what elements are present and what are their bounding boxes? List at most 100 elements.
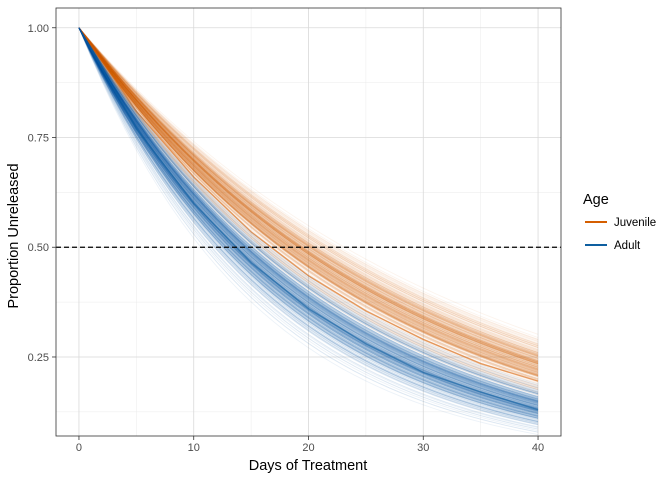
curve-juvenile (78, 27, 539, 380)
curve-juvenile (78, 27, 539, 356)
curve-juvenile (78, 27, 539, 367)
curve-adult (78, 27, 539, 402)
curve-juvenile (78, 27, 539, 367)
curve-adult (78, 27, 539, 408)
legend: Age Juvenile Adult (583, 192, 656, 252)
curve-adult (78, 27, 539, 391)
curve-juvenile (78, 27, 539, 360)
curve-juvenile (78, 27, 539, 341)
curve-juvenile (78, 27, 539, 374)
curve-juvenile (78, 27, 539, 380)
curve-adult (78, 27, 539, 408)
curve-juvenile (78, 27, 539, 359)
curve-juvenile (78, 27, 539, 391)
curve-adult (78, 27, 539, 403)
curve-juvenile (78, 27, 539, 371)
curve-adult (78, 27, 539, 419)
curve-juvenile (78, 27, 539, 368)
curve-adult (78, 27, 539, 398)
curve-adult (78, 27, 539, 405)
curve-adult (78, 27, 539, 406)
curve-adult (78, 27, 539, 408)
curve-juvenile (78, 27, 539, 371)
curve-juvenile (78, 27, 539, 346)
curve-adult (78, 27, 539, 401)
curve-juvenile (78, 27, 539, 372)
curve-adult (78, 27, 539, 400)
curve-adult (78, 27, 539, 387)
axis-ticks: 0 10 20 30 40 0.25 0.50 0.75 1.00 (28, 23, 545, 454)
curve-juvenile (78, 27, 539, 376)
curve-juvenile (78, 27, 539, 364)
curve-adult (78, 27, 539, 405)
curve-adult (78, 27, 539, 412)
curve-adult (78, 27, 539, 423)
curve-juvenile (78, 27, 539, 381)
curve-juvenile (78, 27, 539, 381)
x-tick-label: 30 (417, 442, 429, 454)
curve-juvenile (78, 27, 539, 373)
curve-juvenile (78, 27, 539, 344)
curve-adult (78, 27, 539, 418)
curve-juvenile (78, 27, 539, 364)
legend-label-juvenile: Juvenile (614, 217, 656, 229)
curve-adult (78, 27, 539, 412)
curve-adult (78, 27, 539, 403)
curve-juvenile (78, 27, 539, 351)
curve-juvenile (78, 27, 539, 363)
curve-juvenile (78, 27, 539, 378)
curve-adult (78, 27, 539, 420)
curve-adult (78, 27, 539, 417)
curve-adult (78, 27, 539, 403)
curve-adult (78, 27, 539, 433)
curve-juvenile (78, 27, 539, 364)
curve-juvenile (78, 27, 539, 370)
curve-adult (78, 27, 539, 420)
curve-juvenile (78, 27, 539, 357)
curve-juvenile (78, 27, 539, 372)
curve-adult (78, 27, 539, 417)
curve-juvenile (78, 27, 539, 376)
curve-juvenile (78, 27, 539, 368)
y-tick-label: 1.00 (28, 23, 49, 35)
curve-adult (78, 27, 539, 412)
curve-adult (78, 27, 539, 405)
curve-juvenile (78, 27, 539, 353)
curve-adult (78, 27, 539, 418)
curve-adult (78, 27, 539, 395)
curve-juvenile (78, 27, 539, 368)
curve-adult (78, 27, 539, 435)
curve-juvenile (78, 27, 539, 350)
curve-juvenile (78, 27, 539, 353)
curve-juvenile (78, 27, 539, 352)
curve-adult (78, 27, 539, 418)
curve-juvenile (78, 27, 539, 356)
curve-juvenile (78, 27, 539, 372)
curve-juvenile (78, 27, 539, 371)
curve-adult (78, 27, 539, 395)
curve-adult (78, 27, 539, 418)
curve-juvenile (78, 27, 539, 365)
curve-juvenile (78, 27, 539, 359)
curve-juvenile (78, 27, 539, 364)
curve-juvenile (78, 27, 539, 370)
curve-adult (78, 27, 539, 423)
curve-adult (78, 27, 539, 401)
curve-adult (78, 27, 539, 406)
curve-adult (78, 27, 539, 396)
curve-juvenile (78, 27, 539, 361)
curve-adult (78, 27, 539, 407)
curve-juvenile (78, 27, 539, 377)
curve-juvenile (78, 27, 539, 377)
curve-adult (78, 27, 539, 408)
curve-juvenile (78, 27, 539, 373)
curve-juvenile (78, 27, 539, 376)
curve-adult (78, 27, 539, 395)
curve-adult (78, 27, 539, 403)
curve-juvenile (78, 27, 539, 372)
curve-adult (78, 27, 539, 422)
curve-juvenile (78, 27, 539, 370)
curve-adult (78, 27, 539, 412)
curve-juvenile (78, 27, 539, 357)
curve-adult (78, 27, 539, 395)
